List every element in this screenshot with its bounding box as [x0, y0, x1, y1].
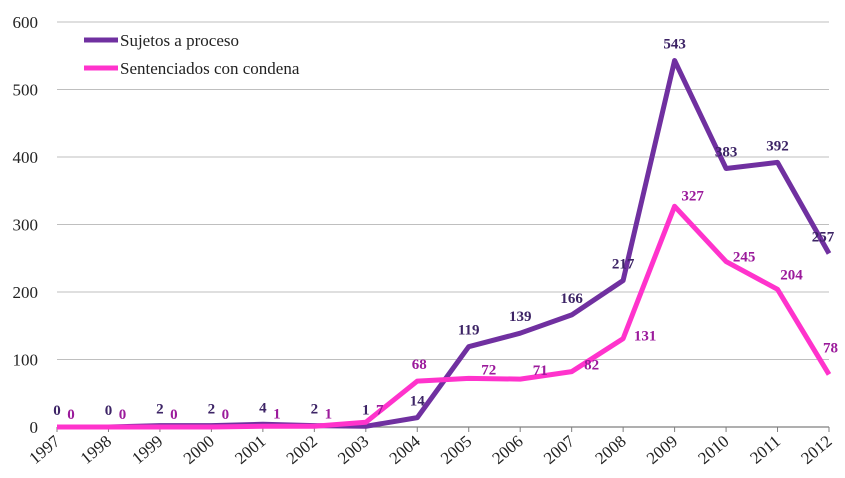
- data-label-series-2: 131: [634, 329, 657, 345]
- data-label-series-2: 0: [222, 407, 230, 423]
- gridlines: [57, 21, 829, 428]
- y-tick-label: 100: [13, 351, 39, 370]
- data-label-series-2: 1: [325, 406, 333, 422]
- x-tick-label: 2010: [694, 432, 732, 468]
- legend: Sujetos a proceso Sentenciados con conden…: [84, 31, 300, 78]
- data-label-series-1: 392: [766, 138, 789, 154]
- data-label-series-1: 0: [105, 403, 113, 419]
- legend-label-2: Sentenciados con condena: [120, 59, 300, 78]
- x-tick-label: 2001: [231, 432, 269, 468]
- data-label-series-1: 139: [509, 309, 532, 325]
- data-label-series-1: 4: [259, 400, 267, 416]
- data-label-series-2: 1: [273, 406, 281, 422]
- data-label-series-2: 68: [412, 357, 427, 373]
- data-label-series-1: 119: [458, 323, 480, 339]
- data-label-series-2: 0: [170, 407, 178, 423]
- y-tick-label: 200: [13, 283, 39, 302]
- data-label-series-2: 72: [481, 362, 496, 378]
- y-tick-label: 600: [13, 13, 39, 32]
- data-labels: 0 0 0 0 2 0 2 0 4 1 2 1 1 714681197213971166822171315…: [53, 36, 838, 423]
- data-label-series-2: 0: [119, 407, 127, 423]
- y-tick-label: 300: [13, 216, 39, 235]
- data-label-series-2: 7: [376, 402, 384, 418]
- data-label-series-2: 245: [733, 250, 756, 266]
- x-tick-label: 2011: [746, 432, 784, 468]
- y-tick-label: 500: [13, 81, 39, 100]
- x-tick-label: 2000: [180, 432, 218, 468]
- x-tick-label: 2008: [591, 432, 629, 468]
- data-label-series-1: 217: [612, 257, 635, 273]
- series-line-1: [57, 58, 832, 430]
- x-tick-label: 2005: [437, 432, 475, 468]
- data-label-series-1: 14: [410, 394, 426, 410]
- data-label-series-1: 166: [560, 291, 583, 307]
- data-label-series-1: 0: [53, 403, 61, 419]
- data-label-series-1: 2: [208, 402, 216, 418]
- y-tick-label: 400: [13, 148, 39, 167]
- data-label-series-2: 204: [780, 267, 803, 283]
- x-tick-label: 2004: [386, 431, 425, 468]
- y-tick-label: 0: [30, 418, 39, 437]
- x-tick-label: 2012: [797, 432, 835, 468]
- data-label-series-1: 257: [812, 230, 835, 246]
- data-label-series-1: 2: [311, 402, 319, 418]
- data-label-series-2: 71: [533, 363, 548, 379]
- data-label-series-2: 82: [584, 358, 599, 374]
- x-tick-label: 1998: [77, 432, 115, 468]
- x-tick-label: 2009: [643, 432, 681, 468]
- data-label-series-1: 383: [715, 144, 738, 160]
- data-label-series-1: 543: [663, 36, 686, 52]
- data-label-series-2: 0: [67, 407, 75, 423]
- series-lines: [57, 58, 832, 430]
- data-label-series-1: 1: [362, 402, 370, 418]
- series-line-2: [57, 203, 832, 430]
- data-label-series-2: 327: [681, 188, 704, 204]
- data-label-series-2: 78: [823, 340, 838, 356]
- data-label-series-1: 2: [156, 402, 164, 418]
- x-tick-label: 2003: [334, 432, 372, 468]
- y-axis: 0 100 200 300 400 500 600: [13, 13, 39, 437]
- x-axis: 1997 1998 1999 2000 2001 2002 2003 2004 2005 2006…: [25, 426, 836, 468]
- x-tick-label: 2002: [283, 432, 321, 468]
- x-tick-label: 2007: [540, 431, 579, 468]
- legend-label-1: Sujetos a proceso: [120, 31, 239, 50]
- x-tick-label: 1999: [128, 432, 166, 468]
- x-tick-label: 2006: [489, 432, 527, 468]
